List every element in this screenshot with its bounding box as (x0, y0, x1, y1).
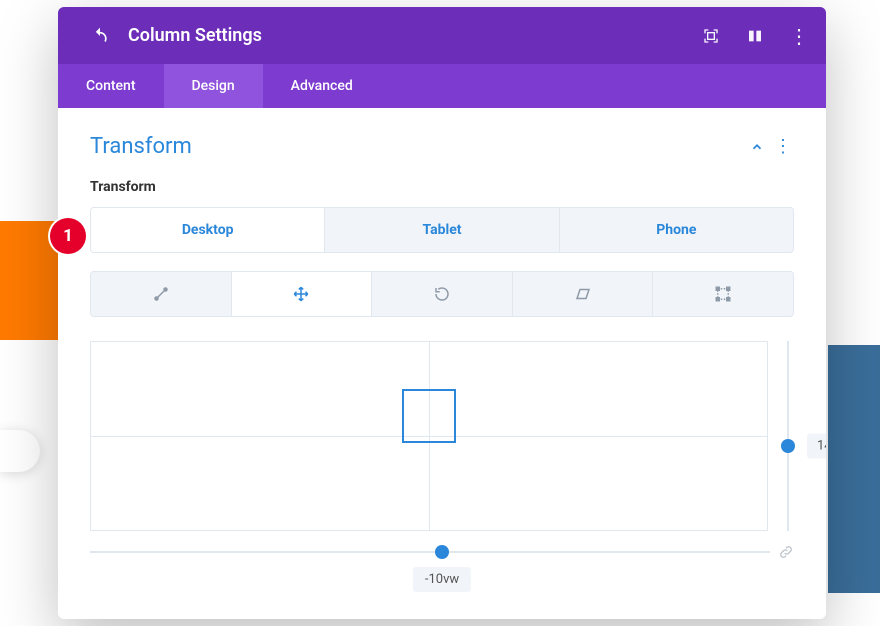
scale-icon (152, 285, 170, 303)
primary-tabs: Content Design Advanced (58, 64, 826, 108)
move-icon (292, 285, 310, 303)
preview-grid[interactable] (90, 341, 768, 531)
undo-arrow-icon (90, 26, 110, 46)
bg-blue-block (828, 345, 880, 593)
section-title: Transform (90, 134, 750, 159)
rotate-icon (433, 285, 451, 303)
snap-button[interactable] (746, 27, 764, 45)
tab-content[interactable]: Content (58, 64, 164, 108)
origin-icon (714, 285, 732, 303)
annotation-badge: 1 (50, 218, 86, 254)
transform-type-translate[interactable] (231, 272, 372, 316)
section-more-button[interactable]: ⋮ (772, 138, 794, 156)
x-slider-thumb[interactable] (435, 545, 449, 559)
tab-advanced[interactable]: Advanced (263, 64, 381, 108)
section-header: Transform ⋮ (90, 134, 794, 159)
skew-icon (574, 285, 592, 303)
columns-icon (747, 28, 763, 44)
kebab-icon: ⋮ (774, 136, 792, 157)
transform-type-tabs (90, 271, 794, 317)
link-icon (778, 544, 794, 560)
transform-type-rotate[interactable] (371, 272, 512, 316)
y-slider-track[interactable]: 14.2vw (787, 341, 789, 531)
responsive-tab-phone[interactable]: Phone (559, 208, 793, 252)
responsive-tab-tablet[interactable]: Tablet (324, 208, 558, 252)
responsive-tabs: Desktop Tablet Phone (90, 207, 794, 253)
y-value-label: 14.2vw (807, 433, 826, 458)
modal-body: Transform ⋮ Transform Desktop Tablet Pho… (58, 108, 826, 619)
link-axes-button[interactable] (778, 544, 794, 560)
header-actions: ⋮ (702, 27, 808, 45)
transform-type-origin[interactable] (652, 272, 793, 316)
translate-preview: 14.2vw (90, 341, 794, 531)
back-button[interactable] (86, 22, 114, 50)
more-button[interactable]: ⋮ (790, 27, 808, 45)
x-slider-track[interactable] (90, 551, 770, 553)
expand-icon (703, 28, 719, 44)
bg-pill (0, 430, 40, 472)
y-slider-thumb[interactable] (781, 439, 795, 453)
y-slider: 14.2vw (782, 341, 794, 531)
kebab-icon: ⋮ (789, 26, 809, 46)
transform-type-skew[interactable] (512, 272, 653, 316)
x-value-label: -10vw (413, 567, 471, 592)
x-slider (90, 545, 794, 559)
transform-type-scale[interactable] (91, 272, 231, 316)
modal-header: Column Settings ⋮ (58, 7, 826, 64)
responsive-tab-desktop[interactable]: Desktop (91, 208, 324, 252)
field-label: Transform (90, 179, 794, 195)
expand-button[interactable] (702, 27, 720, 45)
tab-design[interactable]: Design (164, 64, 263, 108)
preview-square (402, 389, 456, 443)
x-label-row: -10vw (90, 567, 794, 593)
modal-title: Column Settings (128, 25, 702, 46)
settings-modal: Column Settings ⋮ Content Design Advance… (58, 7, 826, 619)
chevron-up-icon (750, 140, 772, 154)
section-collapse-button[interactable] (750, 140, 772, 154)
